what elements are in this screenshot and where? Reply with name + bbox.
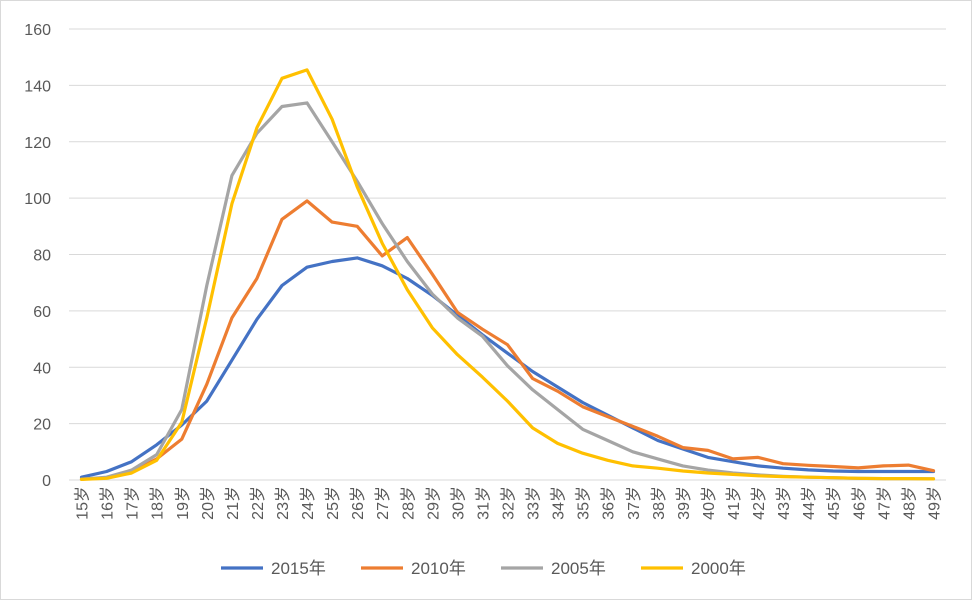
x-tick-label: 29岁 <box>424 486 442 520</box>
series-line-1 <box>79 199 936 481</box>
gridlines <box>69 28 946 481</box>
x-tick-label: 34岁 <box>550 486 568 520</box>
x-tick-label: 18岁 <box>149 486 167 520</box>
legend-label-0: 2015年 <box>271 559 326 578</box>
series-line-2 <box>79 101 936 481</box>
y-tick-label: 20 <box>33 417 51 434</box>
series-line-0 <box>79 256 936 479</box>
x-tick-label: 36岁 <box>600 486 618 520</box>
legend-label-3: 2000年 <box>691 559 746 578</box>
x-tick-label: 42岁 <box>750 486 768 520</box>
x-tick-label: 28岁 <box>399 486 417 520</box>
y-tick-label: 160 <box>24 22 51 39</box>
x-tick-label: 30岁 <box>449 486 467 520</box>
y-tick-label: 120 <box>24 135 51 152</box>
legend-label-2: 2005年 <box>551 559 606 578</box>
x-tick-label: 27岁 <box>374 486 392 520</box>
x-tick-label: 45岁 <box>825 486 843 520</box>
x-tick-label: 20岁 <box>199 486 217 520</box>
series-line-3 <box>79 68 936 481</box>
y-tick-label: 100 <box>24 191 51 208</box>
y-tick-label: 80 <box>33 248 51 265</box>
x-tick-label: 24岁 <box>299 486 317 520</box>
y-axis-ticks: 0 20 40 60 80 100 120 140 160 <box>24 22 51 490</box>
x-tick-label: 23岁 <box>274 486 292 520</box>
x-tick-label: 35岁 <box>575 486 593 520</box>
x-tick-label: 48岁 <box>900 486 918 520</box>
x-tick-label: 49岁 <box>925 486 943 520</box>
x-tick-label: 47岁 <box>875 486 893 520</box>
x-tick-label: 25岁 <box>324 486 342 520</box>
y-tick-label: 40 <box>33 360 51 377</box>
series-lines <box>79 68 936 481</box>
x-tick-label: 17岁 <box>124 486 142 520</box>
legend-label-1: 2010年 <box>411 559 466 578</box>
x-tick-label: 46岁 <box>850 486 868 520</box>
x-tick-label: 26岁 <box>349 486 367 520</box>
x-tick-label: 33岁 <box>525 486 543 520</box>
x-tick-label: 38岁 <box>650 486 668 520</box>
x-tick-label: 39岁 <box>675 486 693 520</box>
x-tick-label: 15岁 <box>74 486 92 520</box>
y-tick-label: 0 <box>42 473 51 490</box>
legend: 2015年 2010年 2005年 2000年 <box>221 559 746 578</box>
y-tick-label: 60 <box>33 304 51 321</box>
x-tick-label: 32岁 <box>500 486 518 520</box>
x-tick-label: 19岁 <box>174 486 192 520</box>
x-tick-label: 44岁 <box>800 486 818 520</box>
x-tick-label: 41岁 <box>725 486 743 520</box>
x-tick-label: 43岁 <box>775 486 793 520</box>
x-tick-label: 37岁 <box>625 486 643 520</box>
x-tick-label: 21岁 <box>224 486 242 520</box>
x-tick-label: 22岁 <box>249 486 267 520</box>
x-tick-label: 40岁 <box>700 486 718 520</box>
y-tick-label: 140 <box>24 78 51 95</box>
x-axis-ticks: 15岁 16岁 17岁 18岁 19岁 20岁 21岁 22岁 23岁 24岁 25岁 26岁 27岁 2… <box>74 486 944 520</box>
x-tick-label: 31岁 <box>474 486 492 520</box>
x-tick-label: 16岁 <box>99 486 117 520</box>
